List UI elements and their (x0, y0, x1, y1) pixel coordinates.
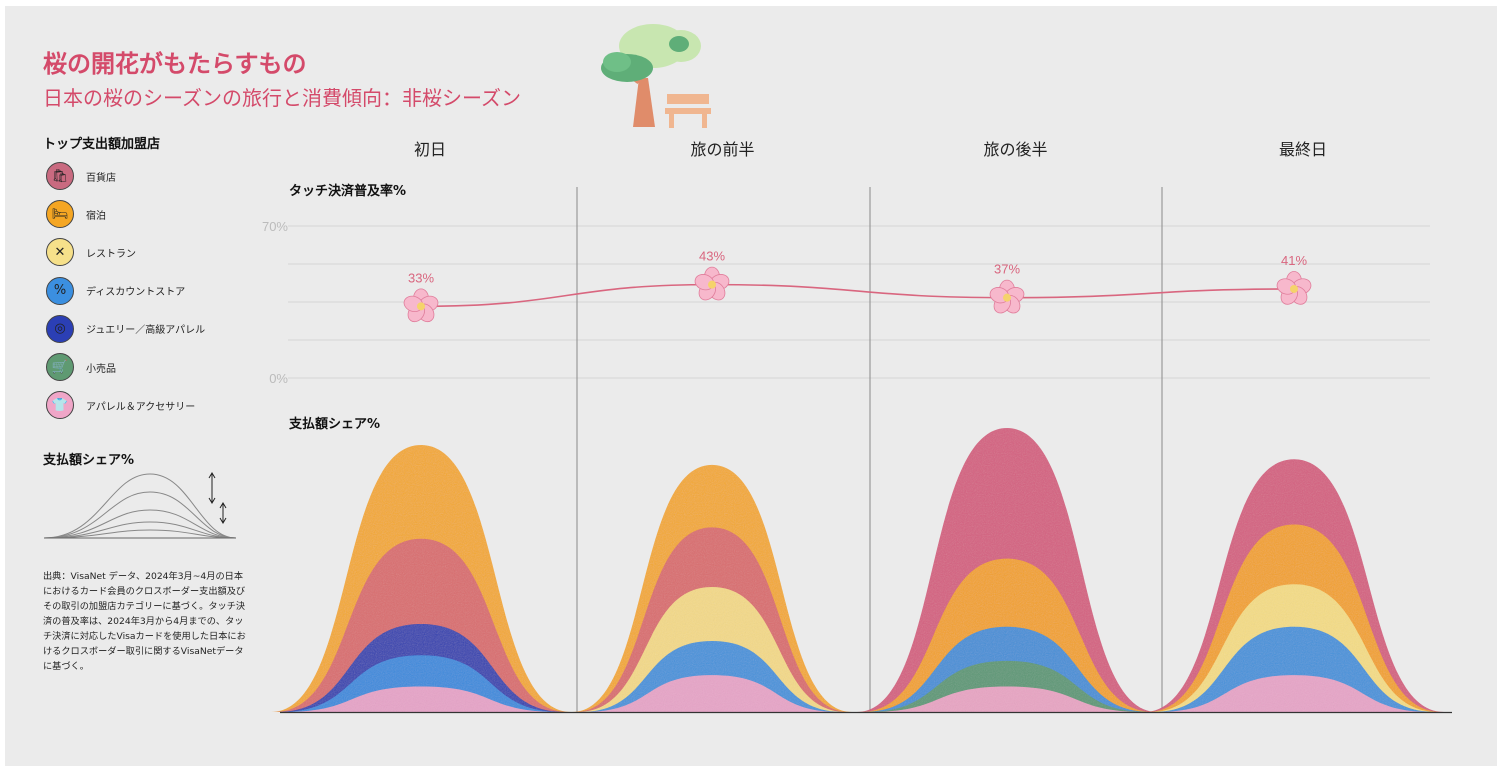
share-legend-title: 支払額シェア% (43, 453, 135, 468)
legend-item: ◎ ジュエリー／高級アパレル (46, 313, 205, 345)
legend-item: ✕ レストラン (46, 236, 136, 268)
ring-icon: ◎ (46, 314, 74, 343)
source-note: 出典：VisaNet データ、2024年3月~4月の日本におけるカード会員のクロ… (43, 571, 246, 672)
phase-header-3: 旅の後半 (983, 139, 1048, 159)
sakura-marker (403, 288, 439, 323)
phase-header-4: 最終日 (1278, 139, 1327, 159)
shopping-bag-icon: 🛍 (46, 162, 74, 190)
y-tick-label: 0% (269, 371, 288, 386)
sakura-marker (989, 279, 1025, 314)
touch-payment-title: タッチ決済普及率% (289, 184, 407, 199)
share-shape-legend (43, 472, 237, 539)
cherry-tree-icon (601, 24, 711, 128)
legend-item-label: レストラン (86, 248, 136, 260)
legend-item-label: 宿泊 (86, 210, 106, 222)
phase-header-1: 初日 (413, 139, 446, 159)
fork-knife-icon: ✕ (46, 238, 74, 267)
legend-title: トップ支出額加盟店 (43, 137, 161, 152)
spending-share-title: 支払額シェア% (289, 417, 381, 432)
touch-payment-value-label: 43% (699, 249, 725, 264)
sakura-center (417, 302, 425, 311)
phase-header-2: 旅の前半 (690, 139, 755, 159)
bed-icon: 🛏 (46, 200, 74, 229)
legend-item-label: アパレル＆アクセサリー (86, 401, 196, 413)
touch-payment-value-label: 33% (408, 270, 434, 285)
touch-payment-value-label: 41% (1281, 253, 1307, 268)
area-アパレル＆アクセサリー (869, 686, 1145, 712)
touch-payment-value-label: 37% (994, 262, 1020, 277)
sakura-marker (1276, 271, 1312, 305)
shirt-icon: 👕 (46, 391, 74, 420)
area-ディスカウントストア (1153, 626, 1435, 712)
legend-item-label: 小売品 (86, 363, 116, 375)
legend-item: 🛒 小売品 (46, 351, 116, 383)
cart-icon: 🛒 (46, 353, 74, 381)
y-tick-label: 70% (262, 219, 288, 234)
legend-item: 👕 アパレル＆アクセサリー (46, 389, 195, 421)
sakura-marker (694, 266, 730, 301)
legend-item-label: 百貨店 (86, 172, 116, 184)
page-subtitle: 日本の桜のシーズンの旅行と消費傾向：非桜シーズン (43, 86, 521, 110)
legend-item-label: ジュエリー／高級アパレル (86, 325, 206, 337)
sakura-center (1290, 284, 1298, 293)
area-アパレル＆アクセサリー (583, 675, 841, 712)
page-title: 桜の開花がもたらすもの (43, 50, 307, 78)
touch-payment-line (420, 283, 1295, 308)
area-アパレル＆アクセサリー (1156, 675, 1432, 712)
legend-item: % ディスカウントストア (46, 275, 185, 307)
discount-icon: % (46, 276, 74, 305)
legend-item-label: ディスカウントストア (86, 287, 186, 299)
legend-item: 🛍 百貨店 (46, 160, 116, 192)
sakura-center (708, 280, 716, 289)
area-ディスカウントストア (280, 655, 562, 712)
sakura-center (1003, 293, 1011, 302)
legend-item: 🛏 宿泊 (46, 198, 106, 230)
area-アパレル＆アクセサリー (283, 686, 559, 712)
